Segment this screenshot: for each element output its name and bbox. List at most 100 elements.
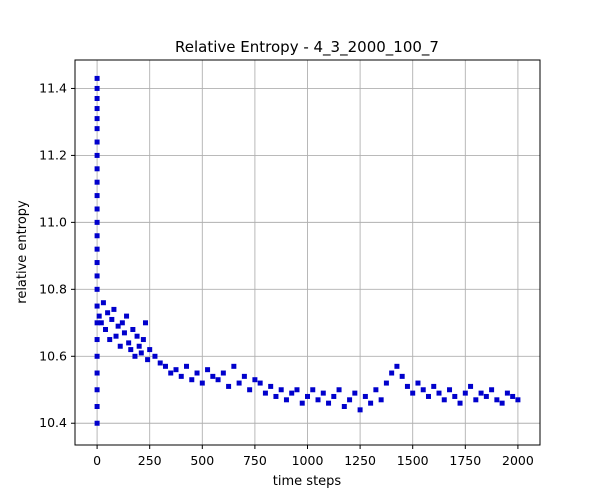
y-tick-label: 10.4: [39, 415, 67, 430]
y-axis-label: relative entropy: [15, 200, 30, 304]
data-point: [134, 333, 140, 339]
y-axis: 10.4 10.6 10.8 11.0 11.2 11.4: [39, 80, 75, 430]
data-point: [336, 387, 342, 393]
data-point: [124, 313, 130, 319]
data-point: [115, 323, 121, 329]
data-point: [96, 313, 102, 319]
data-point: [420, 387, 426, 393]
data-point: [447, 387, 453, 393]
data-point: [132, 353, 138, 359]
data-point: [178, 373, 184, 379]
data-point: [103, 327, 109, 332]
data-point: [452, 393, 458, 399]
data-point: [226, 383, 232, 389]
data-point: [431, 383, 437, 389]
data-point: [94, 246, 100, 252]
data-point: [194, 370, 200, 376]
data-point: [383, 380, 389, 386]
data-point: [94, 96, 100, 101]
data-point: [94, 303, 100, 309]
data-point: [220, 370, 226, 376]
data-point: [231, 363, 237, 369]
x-axis-label: time steps: [273, 474, 342, 489]
data-point: [462, 390, 468, 396]
data-point: [119, 320, 125, 326]
y-tick-label: 11.0: [39, 214, 67, 229]
data-point: [168, 370, 174, 376]
data-point: [247, 387, 253, 393]
x-tick-label: 1500: [397, 453, 429, 468]
data-point: [107, 337, 113, 343]
data-point: [373, 387, 379, 393]
data-point: [152, 353, 158, 359]
data-point: [94, 219, 100, 225]
data-point: [128, 347, 134, 353]
x-axis: 0 250 500 750 1000 1250 1500 1750 2000: [93, 445, 534, 468]
data-points: [94, 75, 521, 426]
data-point: [121, 330, 127, 336]
data-point: [283, 397, 289, 403]
data-point: [94, 337, 100, 343]
data-point: [94, 260, 100, 266]
x-tick-label: 500: [190, 453, 214, 468]
data-point: [94, 139, 100, 145]
data-point: [510, 393, 516, 399]
data-point: [94, 387, 100, 393]
data-point: [94, 233, 100, 239]
data-point: [94, 126, 100, 132]
data-point: [157, 360, 163, 366]
data-point: [94, 179, 100, 185]
data-point: [394, 363, 400, 369]
data-point: [299, 400, 305, 406]
data-point: [117, 343, 123, 349]
y-tick-label: 10.8: [39, 281, 67, 296]
data-point: [189, 377, 195, 383]
data-point: [273, 393, 279, 399]
data-point: [441, 397, 447, 403]
data-point: [147, 347, 153, 353]
data-point: [320, 390, 326, 396]
x-tick-label: 1000: [292, 453, 324, 468]
data-point: [436, 390, 442, 396]
data-point: [109, 316, 115, 322]
data-point: [362, 393, 368, 399]
data-point: [136, 343, 142, 349]
data-point: [111, 306, 117, 312]
data-point: [415, 380, 421, 386]
x-tick-label: 250: [138, 453, 162, 468]
x-tick-label: 1750: [449, 453, 481, 468]
data-point: [94, 206, 100, 212]
data-point: [357, 407, 363, 413]
data-point: [489, 387, 495, 393]
data-point: [100, 300, 106, 306]
data-point: [241, 373, 247, 379]
data-point: [145, 357, 151, 363]
data-point: [399, 373, 405, 379]
data-point: [326, 400, 332, 406]
x-tick-label: 2000: [502, 453, 534, 468]
data-point: [473, 397, 479, 403]
y-tick-label: 10.6: [39, 348, 67, 363]
data-point: [368, 400, 374, 406]
data-point: [504, 390, 510, 396]
data-point: [94, 404, 100, 409]
data-point: [289, 390, 295, 396]
data-point: [341, 404, 347, 409]
data-point: [215, 377, 221, 383]
data-point: [262, 390, 268, 396]
data-point: [310, 387, 316, 393]
data-point: [94, 106, 100, 112]
data-point: [425, 393, 431, 399]
data-point: [315, 397, 321, 403]
data-point: [142, 320, 148, 326]
data-point: [347, 397, 353, 403]
data-point: [140, 337, 146, 343]
data-point: [457, 400, 463, 406]
data-point: [483, 393, 489, 399]
data-point: [94, 353, 100, 359]
x-tick-label: 750: [243, 453, 267, 468]
x-tick-label: 0: [93, 453, 101, 468]
data-point: [94, 273, 100, 279]
data-point: [278, 387, 284, 393]
